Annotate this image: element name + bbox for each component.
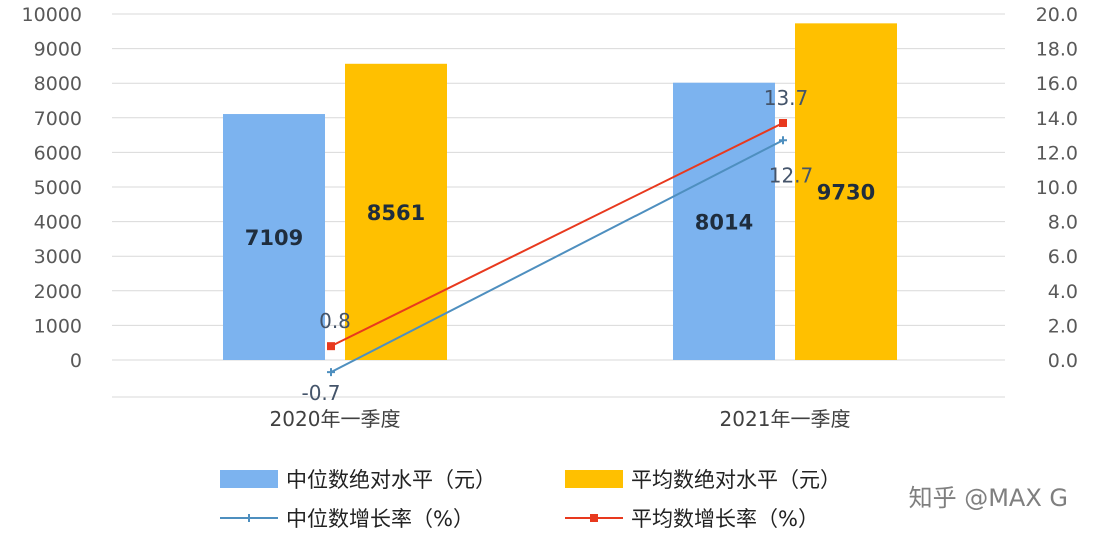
line-point <box>779 118 787 127</box>
legend-label: 中位数增长率（%） <box>286 507 474 531</box>
left-tick-label: 4000 <box>34 212 82 234</box>
line-value-label: -0.7 <box>301 381 340 405</box>
legend-label: 平均数增长率（%） <box>631 507 819 531</box>
legend-swatch <box>220 470 278 488</box>
left-tick-label: 2000 <box>34 281 82 303</box>
line-point <box>327 368 335 377</box>
lines: -0.7 12.7 0.8 13.7 <box>301 86 813 405</box>
line-value-label: 0.8 <box>319 309 351 333</box>
left-tick-label: 5000 <box>34 177 82 199</box>
bar <box>223 114 325 361</box>
category-labels: 2020年一季度 2021年一季度 <box>270 407 851 431</box>
line-point <box>779 136 787 145</box>
bar <box>795 23 897 360</box>
line-point <box>327 342 335 351</box>
right-axis-ticks: 0.0 2.0 4.0 6.0 8.0 10.0 12.0 14.0 16.0 18.0 20.0 <box>1036 4 1078 372</box>
left-axis-ticks: 0 1000 2000 3000 4000 5000 6000 7000 8000 9000 100… <box>22 4 82 372</box>
bar-value-label: 9730 <box>817 181 875 205</box>
legend-label: 中位数绝对水平（元） <box>286 468 496 492</box>
bar-value-label: 7109 <box>245 226 303 250</box>
right-tick-label: 4.0 <box>1048 281 1078 303</box>
left-tick-label: 3000 <box>34 246 82 268</box>
category-label: 2021年一季度 <box>720 407 851 431</box>
right-tick-label: 6.0 <box>1048 246 1078 268</box>
right-tick-label: 0.0 <box>1048 350 1078 372</box>
bar <box>673 82 775 360</box>
watermark: 知乎 @MAX G <box>909 484 1068 512</box>
right-tick-label: 18.0 <box>1036 39 1078 61</box>
right-tick-label: 12.0 <box>1036 142 1078 164</box>
legend-marker <box>590 514 598 522</box>
category-label: 2020年一季度 <box>270 407 401 431</box>
legend-swatch <box>565 470 623 488</box>
right-tick-label: 14.0 <box>1036 108 1078 130</box>
right-tick-label: 8.0 <box>1048 212 1078 234</box>
right-tick-label: 10.0 <box>1036 177 1078 199</box>
series-line <box>330 139 784 373</box>
bar <box>345 63 447 360</box>
left-tick-label: 8000 <box>34 73 82 95</box>
left-tick-label: 6000 <box>34 142 82 164</box>
line-value-label: 13.7 <box>764 86 809 110</box>
left-tick-label: 7000 <box>34 108 82 130</box>
right-tick-label: 2.0 <box>1048 315 1078 337</box>
left-tick-label: 9000 <box>34 39 82 61</box>
bar-value-label: 8561 <box>367 201 425 225</box>
left-tick-label: 1000 <box>34 315 82 337</box>
left-tick-label: 0 <box>70 350 82 372</box>
legend-marker <box>245 514 253 522</box>
right-tick-label: 20.0 <box>1036 4 1078 26</box>
right-tick-label: 16.0 <box>1036 73 1078 95</box>
line-value-label: 12.7 <box>769 163 814 187</box>
legend: 中位数绝对水平（元） 平均数绝对水平（元） 中位数增长率（%） 平均数增长率（%） <box>220 468 841 531</box>
legend-label: 平均数绝对水平（元） <box>631 468 841 492</box>
series-line <box>330 122 784 348</box>
bars: 7109 8014 8561 9730 <box>223 23 897 361</box>
bar-value-label: 8014 <box>695 210 753 234</box>
left-tick-label: 10000 <box>22 4 82 26</box>
